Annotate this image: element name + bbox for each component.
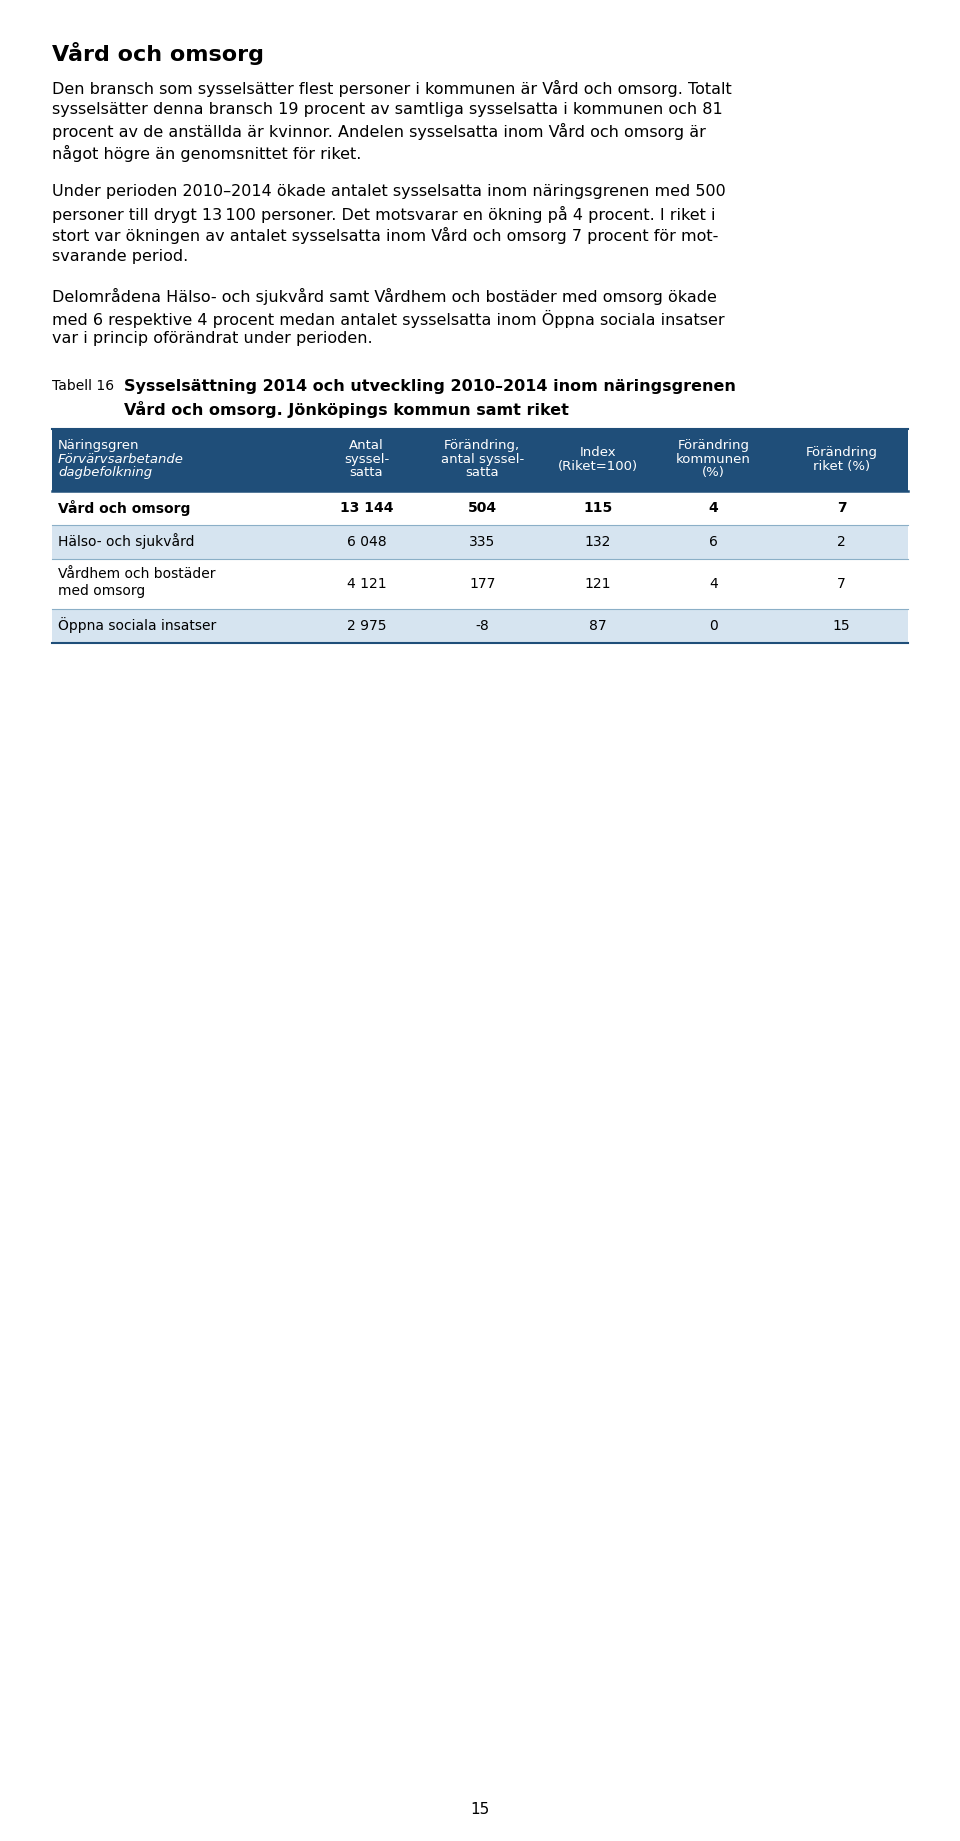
Text: 15: 15 [470,1802,490,1817]
Text: (%): (%) [702,466,725,479]
Text: kommunen: kommunen [676,453,751,466]
Text: dagbefolkning: dagbefolkning [58,466,152,479]
Text: Vård och omsorg. Jönköpings kommun samt riket: Vård och omsorg. Jönköpings kommun samt … [124,401,569,418]
Bar [52,525,908,558]
Text: procent av de anställda är kvinnor. Andelen sysselsatta inom Vård och omsorg är: procent av de anställda är kvinnor. Ande… [52,123,706,140]
Text: Under perioden 2010–2014 ökade antalet sysselsatta inom näringsgrenen med 500: Under perioden 2010–2014 ökade antalet s… [52,184,726,199]
Text: satta: satta [466,466,499,479]
Text: Antal: Antal [349,440,384,453]
Text: Vårdhem och bostäder: Vårdhem och bostäder [58,567,215,582]
Text: Den bransch som sysselsätter flest personer i kommunen är Vård och omsorg. Total: Den bransch som sysselsätter flest perso… [52,79,732,98]
Text: 4 121: 4 121 [347,576,386,591]
Text: med omsorg: med omsorg [58,584,145,598]
Text: -8: -8 [475,619,489,633]
Text: 335: 335 [469,534,495,549]
Text: 0: 0 [708,619,718,633]
Text: 504: 504 [468,501,496,514]
Text: 87: 87 [588,619,607,633]
Text: 4: 4 [708,576,718,591]
Text: sysselsätter denna bransch 19 procent av samtliga sysselsatta i kommunen och 81: sysselsätter denna bransch 19 procent av… [52,101,723,116]
Text: 13 144: 13 144 [340,501,394,514]
Text: personer till drygt 13 100 personer. Det motsvarar en ökning på 4 procent. I rik: personer till drygt 13 100 personer. Det… [52,206,715,223]
Text: med 6 respektive 4 procent medan antalet sysselsatta inom Öppna sociala insatser: med 6 respektive 4 procent medan antalet… [52,309,725,328]
Text: (Riket=100): (Riket=100) [558,460,637,473]
Text: 7: 7 [837,576,846,591]
Text: Näringsgren: Näringsgren [58,440,139,453]
Bar [52,558,908,609]
Text: Förändring: Förändring [805,446,877,458]
Text: satta: satta [349,466,383,479]
Text: 6 048: 6 048 [347,534,386,549]
Text: Delområdena Hälso- och sjukvård samt Vårdhem och bostäder med omsorg ökade: Delområdena Hälso- och sjukvård samt Vår… [52,287,717,306]
Bar [52,490,908,525]
Text: Förändring,: Förändring, [444,440,520,453]
Text: riket (%): riket (%) [813,460,870,473]
Text: svarande period.: svarande period. [52,249,188,263]
Text: Hälso- och sjukvård: Hälso- och sjukvård [58,534,195,549]
Text: Tabell 16: Tabell 16 [52,379,114,392]
Text: 115: 115 [583,501,612,514]
Text: var i princip oförändrat under perioden.: var i princip oförändrat under perioden. [52,331,372,346]
Text: Sysselsättning 2014 och utveckling 2010–2014 inom näringsgrenen: Sysselsättning 2014 och utveckling 2010–… [124,379,736,394]
Text: 4: 4 [708,501,718,514]
Text: 15: 15 [833,619,851,633]
Bar [52,609,908,643]
Text: Index: Index [580,446,616,458]
Text: Förvärvsarbetande: Förvärvsarbetande [58,453,184,466]
Text: 132: 132 [585,534,611,549]
Text: 6: 6 [708,534,718,549]
Text: 121: 121 [585,576,611,591]
Text: Förändring: Förändring [677,440,749,453]
Text: något högre än genomsnittet för riket.: något högre än genomsnittet för riket. [52,144,361,162]
Text: stort var ökningen av antalet sysselsatta inom Vård och omsorg 7 procent för mot: stort var ökningen av antalet sysselsatt… [52,226,718,245]
Text: antal syssel-: antal syssel- [441,453,524,466]
Text: Öppna sociala insatser: Öppna sociala insatser [58,617,216,633]
Text: 177: 177 [468,576,495,591]
Text: Vård och omsorg: Vård och omsorg [52,42,264,64]
Text: Vård och omsorg: Vård och omsorg [58,499,190,515]
Bar [52,429,908,490]
Text: 7: 7 [837,501,847,514]
Text: 2 975: 2 975 [347,619,386,633]
Text: 2: 2 [837,534,846,549]
Text: syssel-: syssel- [344,453,389,466]
